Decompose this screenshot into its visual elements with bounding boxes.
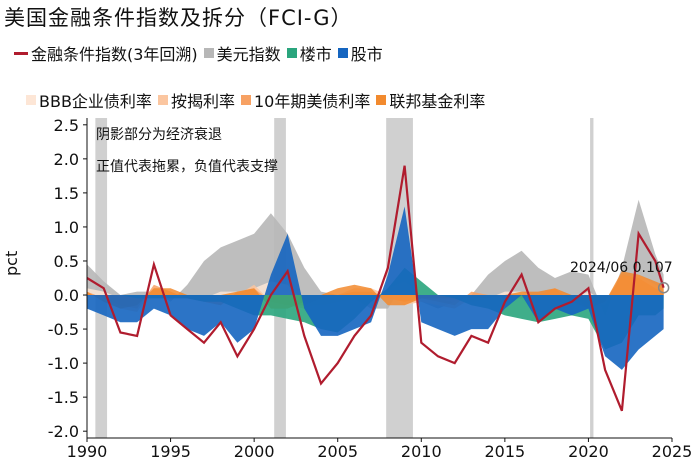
chart-title: 美国金融条件指数及拆分（FCI-G） — [4, 6, 353, 30]
x-tick-label-3: 2005 — [317, 442, 358, 458]
y-tick-label-7: -1.0 — [48, 354, 79, 373]
y-tick-label-6: -0.5 — [48, 320, 79, 339]
note-recession: 阴影部分为经济衰退 — [96, 127, 222, 143]
x-tick-label-7: 2025 — [652, 442, 693, 458]
y-tick-label-5: 0.0 — [54, 286, 79, 305]
y-tick-label-0: 2.5 — [54, 116, 79, 135]
legend-row-1: 金融条件指数(3年回溯) 美元指数 楼市 股市 — [14, 41, 389, 65]
area-series-7 — [87, 271, 664, 309]
recession-band-0 — [95, 118, 108, 438]
x-tick-label-6: 2020 — [568, 442, 609, 458]
legend-item-fci: 金融条件指数(3年回溯) — [14, 41, 198, 65]
legend-swatch-bbb — [26, 95, 36, 105]
legend-item-usd: 美元指数 — [203, 41, 281, 65]
y-tick-label-3: 1.0 — [54, 218, 79, 237]
legend-label-fedfunds: 联邦基金利率 — [389, 92, 486, 111]
legend-swatch-fedfunds — [376, 95, 387, 105]
annotation-marker — [657, 281, 670, 294]
area-series-3 — [87, 206, 664, 370]
legend-label-housing: 楼市 — [299, 45, 332, 64]
legend-label-t10y: 10年期美债利率 — [253, 92, 371, 111]
x-tick-label-5: 2015 — [484, 442, 525, 458]
x-tick-label-4: 2010 — [401, 442, 442, 458]
legend-item-equity: 股市 — [337, 41, 383, 65]
legend-swatch-usd — [203, 48, 214, 58]
y-tick-label-4: 0.5 — [54, 252, 79, 271]
legend-swatch-fci — [14, 51, 28, 55]
legend-label-bbb: BBB企业债利率 — [39, 92, 152, 111]
legend-label-usd: 美元指数 — [216, 45, 281, 64]
x-tick-label-2: 2000 — [234, 442, 275, 458]
legend-label-fci: 金融条件指数(3年回溯) — [31, 45, 198, 64]
legend-item-housing: 楼市 — [286, 41, 332, 65]
legend-item-t10y: 10年期美债利率 — [240, 88, 371, 112]
y-tick-label-2: 1.5 — [54, 184, 79, 203]
legend-swatch-housing — [286, 48, 297, 58]
legend-item-mortgage: 按揭利率 — [157, 88, 235, 112]
legend-label-mortgage: 按揭利率 — [170, 92, 235, 111]
area-series-1 — [87, 199, 664, 316]
line-fci — [86, 165, 665, 412]
annotation-label: 2024/06 0.107 — [570, 260, 673, 276]
note-sign: 正值代表拖累，负值代表支撑 — [96, 159, 278, 175]
legend-swatch-mortgage — [157, 95, 168, 105]
recession-band-3 — [590, 118, 594, 438]
legend-label-equity: 股市 — [350, 45, 383, 64]
x-tick-label-0: 1990 — [67, 442, 108, 458]
y-tick-label-1: 2.0 — [54, 150, 79, 169]
y-tick-label-8: -1.5 — [48, 388, 79, 407]
y-tick-label-9: -2.0 — [48, 422, 79, 441]
legend-item-fedfunds: 联邦基金利率 — [376, 88, 485, 112]
x-tick-label-1: 1995 — [150, 442, 191, 458]
legend-swatch-t10y — [240, 95, 251, 105]
legend-row-2: BBB企业债利率 按揭利率 10年期美债利率 联邦基金利率 — [26, 88, 491, 112]
legend-item-bbb: BBB企业债利率 — [26, 88, 152, 112]
legend-swatch-equity — [337, 48, 348, 58]
